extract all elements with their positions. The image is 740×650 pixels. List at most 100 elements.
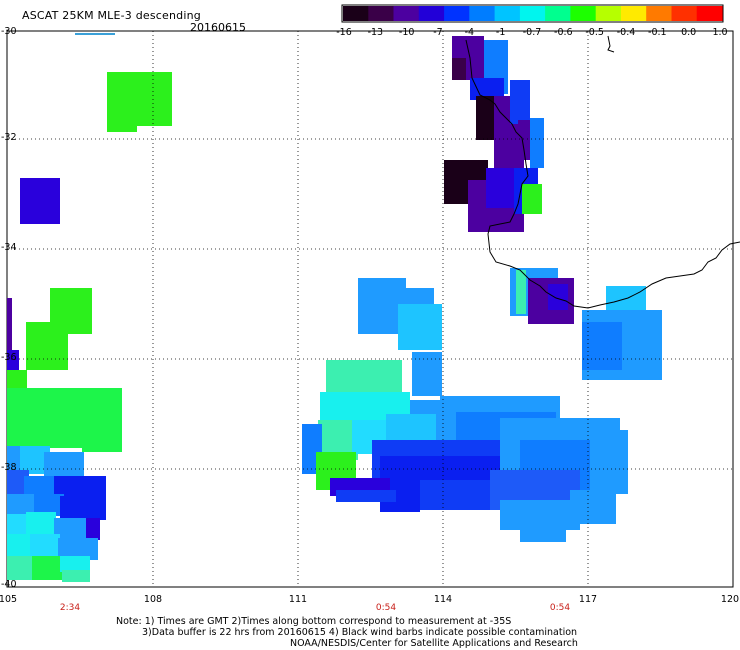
gridlines xyxy=(7,31,733,587)
wind-cell xyxy=(476,96,494,140)
colorbar-label: -4 xyxy=(464,27,475,38)
colorbar-swatch xyxy=(620,6,647,21)
colorbar-label: -16 xyxy=(336,27,352,38)
coastline xyxy=(465,39,740,309)
lat-label-38: -38 xyxy=(1,462,17,473)
lat-label-30: -30 xyxy=(1,26,17,37)
wind-cell xyxy=(452,58,466,80)
wind-cell xyxy=(7,556,33,580)
colorbar-label: -0.7 xyxy=(522,27,542,38)
wind-cell xyxy=(20,178,60,224)
wind-cell xyxy=(30,534,60,556)
colorbar-swatch xyxy=(545,6,571,21)
wind-cell xyxy=(60,556,90,572)
colorbar-swatch xyxy=(570,6,597,21)
wind-cell xyxy=(530,118,544,168)
wind-cell xyxy=(582,322,622,370)
lon-label-114: 114 xyxy=(433,594,453,605)
time-label-3: 0:54 xyxy=(549,603,571,613)
colorbar-label: -0.5 xyxy=(585,27,604,38)
time-label-2: 0:54 xyxy=(375,603,397,613)
colorbar-swatch xyxy=(646,6,673,21)
wind-cell xyxy=(7,428,87,448)
wind-cell xyxy=(336,490,396,502)
colorbar-swatch xyxy=(696,6,723,21)
lat-label-40: -40 xyxy=(1,579,17,590)
wind-cell xyxy=(548,284,568,310)
colorbar-label: -1 xyxy=(495,27,506,38)
wind-barb-legend-line xyxy=(75,33,115,35)
wind-cell xyxy=(7,534,31,556)
colorbar-label: -10 xyxy=(398,27,415,38)
colorbar-swatch xyxy=(343,6,369,21)
colorbar-swatch xyxy=(494,6,521,21)
wind-cell xyxy=(137,108,172,126)
wind-cell xyxy=(34,494,64,516)
colorbar-label: 0.0 xyxy=(681,27,697,38)
colorbar xyxy=(341,4,724,23)
lon-label-105: 105 xyxy=(0,594,18,605)
wind-cell xyxy=(7,388,122,410)
note-line-2: 3)Data buffer is 22 hrs from 20160615 4)… xyxy=(142,627,578,638)
colorbar-swatch xyxy=(671,6,698,21)
wind-cell xyxy=(62,570,90,582)
colorbar-label: -0.1 xyxy=(648,27,667,38)
lon-label-120: 120 xyxy=(720,594,740,605)
colorbar-swatch xyxy=(469,6,496,21)
river-icon xyxy=(607,35,615,53)
note-line-3: NOAA/NESDIS/Center for Satellite Applica… xyxy=(290,638,578,649)
wind-cell xyxy=(32,556,62,580)
colorbar-label: 1.0 xyxy=(712,27,728,38)
wind-cell xyxy=(7,514,27,534)
colorbar-label: -0.4 xyxy=(616,27,636,38)
wind-cell xyxy=(470,78,504,100)
wind-cell xyxy=(27,406,122,428)
wind-cell xyxy=(510,80,530,124)
note-line-1: Note: 1) Times are GMT 2)Times along bot… xyxy=(116,616,512,627)
wind-cell xyxy=(420,480,500,510)
wind-cell xyxy=(107,90,172,110)
wind-cell xyxy=(590,430,628,494)
wind-cell xyxy=(516,270,526,314)
lon-label-108: 108 xyxy=(143,594,163,605)
wind-cell xyxy=(7,370,27,390)
colorbar-swatch xyxy=(595,6,622,21)
wind-cell xyxy=(86,518,100,540)
wind-cell xyxy=(7,298,12,353)
wind-cell xyxy=(54,518,94,538)
wind-cell xyxy=(486,168,516,208)
colorbar-swatch xyxy=(519,6,546,21)
wind-speed-cells xyxy=(7,36,662,582)
wind-cell xyxy=(398,304,442,350)
lon-label-111: 111 xyxy=(288,594,308,605)
wind-cell xyxy=(60,496,106,520)
lat-label-34: -34 xyxy=(1,242,17,253)
lat-label-36: -36 xyxy=(1,352,17,363)
wind-cell xyxy=(520,520,566,542)
colorbar-swatch xyxy=(444,6,470,21)
wind-cell xyxy=(44,452,84,476)
lon-label-117: 117 xyxy=(578,594,598,605)
wind-cell xyxy=(7,350,19,370)
colorbar-label: -7 xyxy=(433,27,443,38)
wind-cell xyxy=(26,322,68,370)
wind-cell xyxy=(26,512,56,536)
wind-cell xyxy=(7,470,29,494)
colorbar-swatch xyxy=(418,6,445,21)
time-label-1: 2:34 xyxy=(59,603,81,613)
wind-cell xyxy=(570,490,616,524)
wind-cell xyxy=(522,184,542,214)
colorbar-swatch xyxy=(368,6,395,21)
colorbar-label: -13 xyxy=(367,27,384,38)
lat-label-32: -32 xyxy=(1,132,17,143)
product-title: ASCAT 25KM MLE-3 descending xyxy=(22,9,201,22)
wind-cell xyxy=(326,360,402,394)
wind-cell xyxy=(107,72,172,92)
wind-cell xyxy=(7,494,35,514)
wind-cell xyxy=(107,108,137,132)
colorbar-swatch xyxy=(393,6,420,21)
wind-cell xyxy=(58,538,98,560)
colorbar-label: -0.6 xyxy=(554,27,573,38)
wind-cell xyxy=(82,428,122,452)
